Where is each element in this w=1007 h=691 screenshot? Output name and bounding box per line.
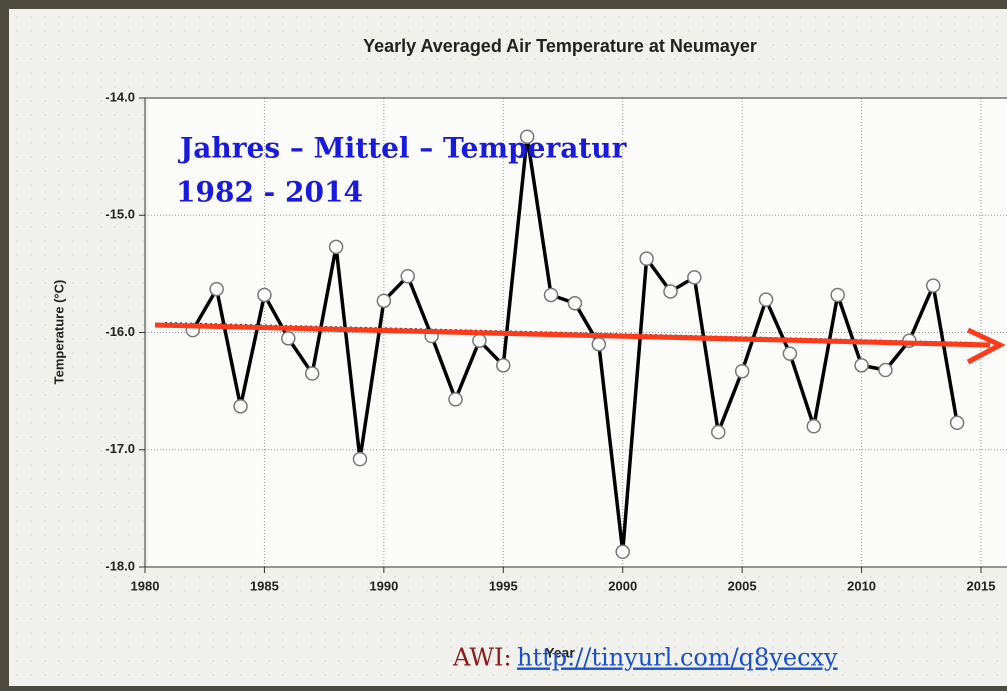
data-point	[257, 287, 272, 303]
y-tick-label: -14.0	[105, 89, 135, 104]
data-point	[639, 251, 654, 266]
annotation: 1982 - 2014	[176, 176, 363, 209]
x-tick-label: 2015	[967, 578, 996, 593]
x-axis-label: Year	[545, 645, 575, 661]
data-point	[854, 358, 869, 373]
data-point	[209, 281, 224, 297]
data-point	[806, 419, 822, 434]
y-tick-label: -18.0	[105, 558, 135, 573]
x-tick-label: 1985	[250, 578, 279, 593]
data-point	[304, 366, 320, 381]
y-tick-label: -17.0	[105, 441, 135, 456]
data-point	[782, 346, 798, 361]
x-tick-label: 2010	[847, 578, 876, 593]
y-tick-label: -16.0	[105, 324, 135, 339]
data-point	[878, 362, 893, 378]
data-point	[448, 392, 463, 407]
data-point	[496, 358, 511, 373]
chart-title: Yearly Averaged Air Temperature at Neuma…	[363, 36, 757, 56]
arrow-shaft	[154, 322, 991, 348]
data-point	[567, 295, 583, 311]
data-point	[328, 239, 344, 255]
data-point	[734, 363, 750, 379]
data-point	[519, 129, 535, 144]
data-point	[543, 287, 559, 303]
data-point	[711, 424, 726, 440]
data-point	[615, 544, 630, 560]
y-tick-label: -15.0	[105, 207, 135, 222]
data-point	[591, 336, 607, 352]
data-point	[830, 287, 845, 303]
annotation: Jahres – Mittel – Temperatur	[177, 132, 628, 165]
source-link[interactable]: http://tinyurl.com/q8yecxy	[517, 644, 838, 672]
data-point	[233, 399, 248, 414]
data-point	[352, 451, 368, 467]
source-label: AWI:	[452, 644, 512, 672]
data-point	[925, 278, 941, 293]
data-point	[687, 270, 702, 285]
data-point	[472, 333, 487, 348]
arrow-head	[966, 327, 1006, 365]
data-point	[663, 284, 678, 299]
data-point	[400, 268, 415, 284]
data-point	[758, 292, 774, 307]
x-tick-label: 1980	[131, 578, 160, 593]
x-tick-label: 1990	[369, 578, 398, 593]
x-tick-label: 2005	[728, 578, 757, 593]
data-point	[376, 293, 392, 309]
x-tick-label: 2000	[608, 578, 637, 593]
y-axis-label: Temperature (°C)	[51, 280, 66, 385]
x-tick-label: 1995	[489, 578, 518, 593]
data-point	[281, 331, 296, 346]
data-point	[949, 415, 965, 431]
